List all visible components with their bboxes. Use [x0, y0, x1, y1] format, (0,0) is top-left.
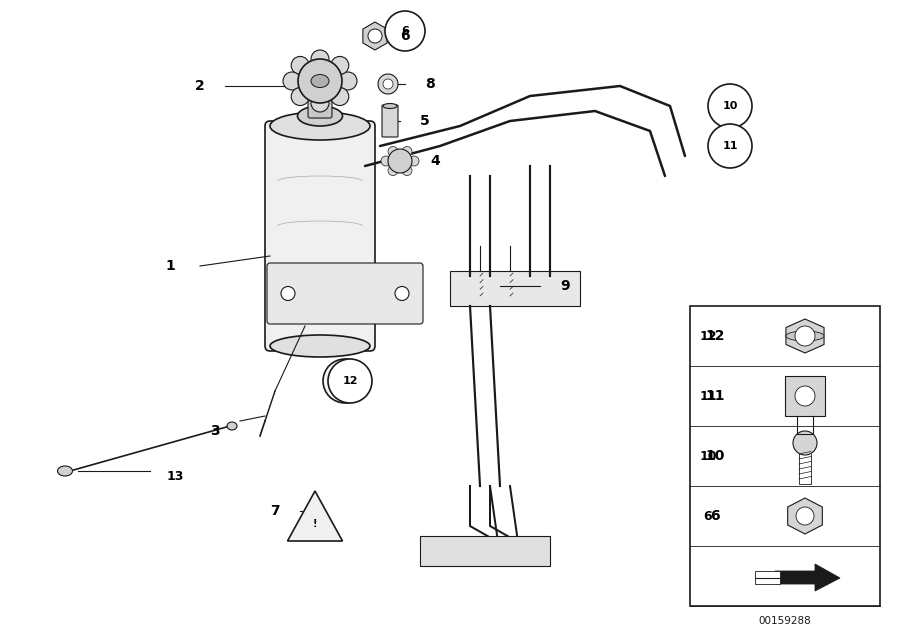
Text: 6: 6: [704, 509, 712, 523]
Circle shape: [378, 74, 398, 94]
Text: 6: 6: [710, 509, 720, 523]
FancyBboxPatch shape: [382, 105, 398, 137]
Circle shape: [402, 146, 412, 156]
Text: 12: 12: [342, 376, 358, 386]
Ellipse shape: [311, 74, 329, 88]
Circle shape: [292, 57, 310, 74]
Polygon shape: [786, 319, 824, 353]
Ellipse shape: [383, 104, 397, 109]
Circle shape: [388, 165, 398, 176]
Circle shape: [402, 165, 412, 176]
Bar: [690, 306, 880, 606]
Text: 10: 10: [706, 449, 724, 463]
Circle shape: [385, 11, 425, 51]
Circle shape: [331, 88, 349, 106]
Circle shape: [328, 359, 372, 403]
Text: 13: 13: [166, 469, 184, 483]
Bar: [755, 571, 780, 584]
Circle shape: [708, 84, 752, 128]
Circle shape: [368, 29, 382, 43]
Circle shape: [281, 286, 295, 300]
Ellipse shape: [58, 466, 73, 476]
Text: 6: 6: [400, 29, 410, 43]
FancyBboxPatch shape: [265, 121, 375, 351]
Text: 9: 9: [560, 279, 570, 293]
Circle shape: [311, 94, 329, 112]
Polygon shape: [775, 564, 840, 591]
Circle shape: [708, 124, 752, 168]
Text: 11: 11: [722, 141, 738, 151]
Ellipse shape: [227, 422, 237, 430]
Text: 3: 3: [211, 424, 220, 438]
Ellipse shape: [270, 335, 370, 357]
Text: 4: 4: [430, 154, 440, 168]
Circle shape: [339, 72, 357, 90]
Circle shape: [298, 59, 342, 103]
Polygon shape: [287, 491, 343, 541]
Circle shape: [331, 57, 349, 74]
Text: 2: 2: [195, 79, 205, 93]
Circle shape: [793, 431, 817, 455]
Circle shape: [795, 326, 815, 346]
Text: 12: 12: [699, 329, 716, 343]
Polygon shape: [363, 22, 387, 50]
Text: 8: 8: [425, 77, 435, 91]
Text: !: !: [313, 519, 317, 529]
Circle shape: [292, 88, 310, 106]
Text: 1: 1: [165, 259, 175, 273]
Circle shape: [795, 386, 815, 406]
Circle shape: [409, 156, 419, 166]
Circle shape: [381, 156, 391, 166]
Text: 10: 10: [699, 450, 716, 462]
Text: 11: 11: [699, 389, 716, 403]
Ellipse shape: [310, 95, 330, 102]
Circle shape: [311, 50, 329, 68]
Ellipse shape: [270, 112, 370, 140]
Bar: [785, 376, 825, 416]
Polygon shape: [788, 498, 823, 534]
Text: 11: 11: [706, 389, 724, 403]
Ellipse shape: [298, 106, 343, 126]
Circle shape: [796, 507, 814, 525]
Polygon shape: [450, 271, 580, 306]
Circle shape: [383, 79, 393, 89]
FancyBboxPatch shape: [267, 263, 423, 324]
Circle shape: [395, 286, 409, 300]
Text: 5: 5: [420, 114, 430, 128]
Polygon shape: [420, 536, 550, 566]
FancyBboxPatch shape: [308, 96, 332, 118]
Text: 10: 10: [723, 101, 738, 111]
Circle shape: [283, 72, 301, 90]
Circle shape: [388, 146, 398, 156]
Circle shape: [323, 359, 367, 403]
Ellipse shape: [786, 331, 824, 341]
Text: 12: 12: [337, 376, 350, 386]
Text: 00159288: 00159288: [759, 616, 812, 626]
Text: 12: 12: [706, 329, 724, 343]
Text: 6: 6: [401, 26, 409, 36]
Circle shape: [388, 149, 412, 173]
Text: 7: 7: [270, 504, 280, 518]
